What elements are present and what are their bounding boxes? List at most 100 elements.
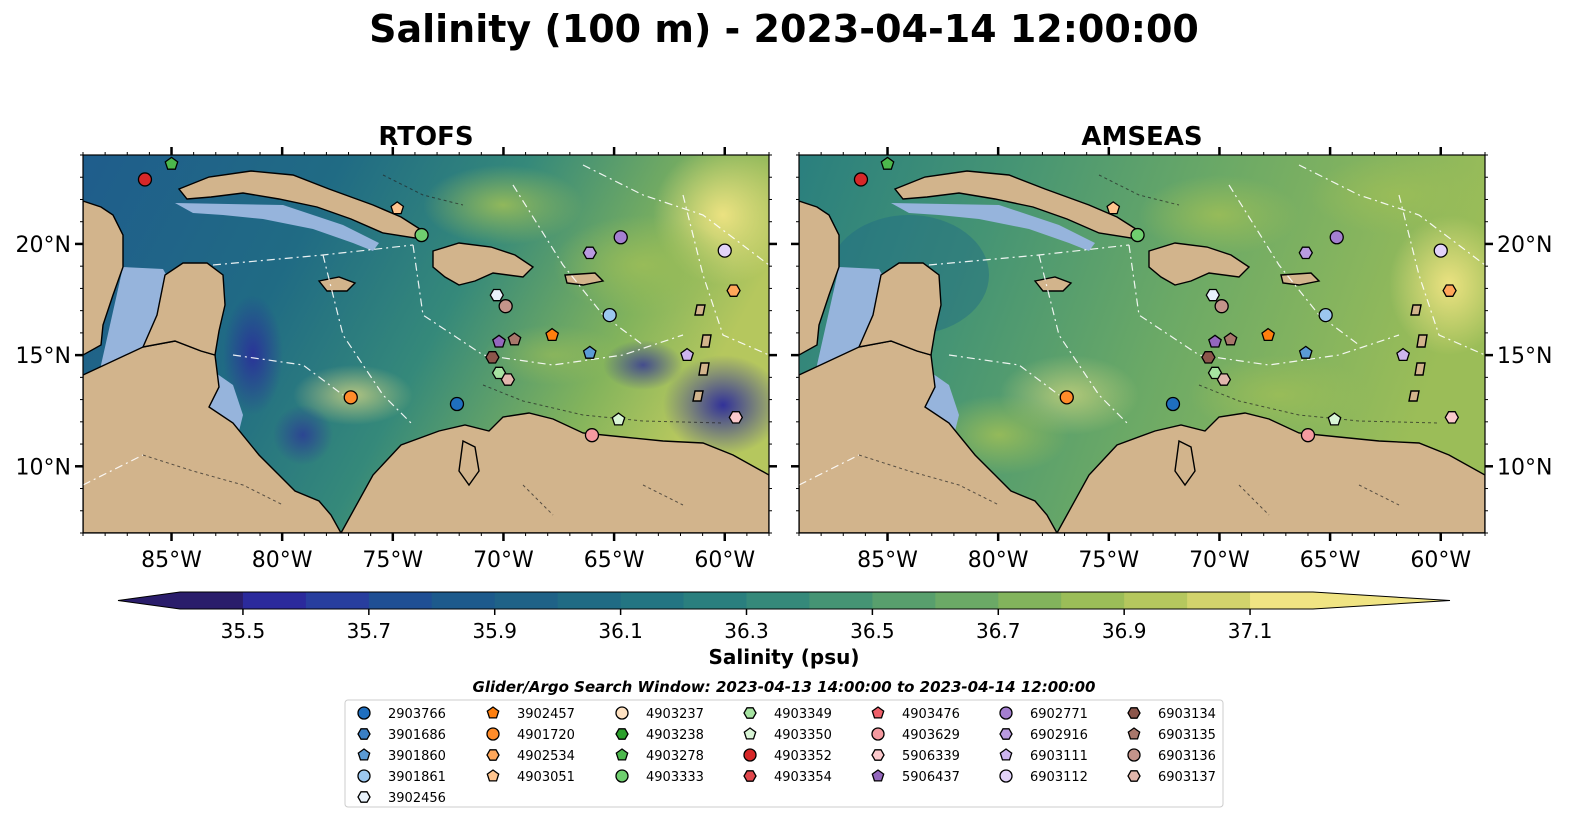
legend-marker-4903352 <box>743 748 757 762</box>
legend-marker-4903350 <box>743 727 757 740</box>
legend-label: 3901861 <box>388 770 446 785</box>
legend-marker-3902457 <box>486 706 500 719</box>
rtofs-float-4903350 <box>611 412 626 426</box>
colorbar-tick-label: 35.5 <box>221 619 266 643</box>
colorbar-tick-label: 36.7 <box>976 619 1021 643</box>
legend-label: 4903349 <box>774 707 832 722</box>
legend-marker-6903135 <box>1127 727 1141 740</box>
colorbar-segment <box>1061 592 1125 609</box>
lat-tick-label: 15°N <box>16 344 71 369</box>
legend-marker-6903111 <box>999 748 1013 761</box>
legend-label: 4903333 <box>646 770 704 785</box>
rtofs-float-6903135 <box>507 332 522 346</box>
rtofs-float-5906437 <box>492 334 506 348</box>
legend-marker-4903349 <box>743 707 757 719</box>
rtofs-map-frame <box>82 154 770 534</box>
lon-tick-label: 75°W <box>362 548 423 573</box>
legend-marker-2903766 <box>357 706 371 720</box>
colorbar-segment <box>368 592 433 609</box>
amseas-float-3902457 <box>1261 327 1276 342</box>
colorbar-outline <box>117 591 1451 610</box>
legend-marker-4903354 <box>743 770 757 782</box>
legend-label: 6903134 <box>1158 707 1216 722</box>
rtofs-panel-title: RTOFS <box>378 122 473 152</box>
legend-marker-3902456 <box>357 791 371 803</box>
colorbar-segment <box>935 592 999 609</box>
lon-tick-label: 60°W <box>1410 548 1471 573</box>
rtofs-float-6902771 <box>613 230 628 245</box>
amseas-map-panel: AMSEAS <box>791 122 1552 573</box>
salinity-colorbar: 35.5 35.7 35.9 36.1 36.3 36.5 36.7 36.9 37.1 <box>117 591 1451 643</box>
legend-marker-4903476 <box>871 706 885 719</box>
legend-label: 3902457 <box>517 707 575 722</box>
colorbar-tick-label: 36.5 <box>850 619 895 643</box>
legend-marker-6903136 <box>1127 748 1141 762</box>
amseas-float-6903111 <box>1396 347 1411 362</box>
legend-marker-4903051 <box>486 769 500 782</box>
colorbar-tick-label: 35.9 <box>472 619 517 643</box>
amseas-float-6903112 <box>1433 243 1448 258</box>
legend-label: 4903278 <box>646 749 704 764</box>
rtofs-float-4902534 <box>726 284 741 297</box>
lon-tick-label: 70°W <box>1189 548 1250 573</box>
colorbar-extend-min <box>118 592 180 609</box>
legend-label: 6903137 <box>1158 770 1216 785</box>
amseas-panel-title: AMSEAS <box>1081 122 1202 152</box>
lat-tick-label: 10°N <box>16 455 71 480</box>
legend-label: 5906437 <box>902 770 960 785</box>
amseas-float-6903136 <box>1214 299 1229 314</box>
rtofs-float-4903051 <box>390 201 405 215</box>
legend-marker-3901686 <box>357 728 371 740</box>
rtofs-float-3902456 <box>489 288 505 302</box>
legend-label: 6903112 <box>1030 770 1088 785</box>
amseas-float-3901861 <box>1318 307 1333 323</box>
legend-marker-6902916 <box>999 728 1013 740</box>
legend-label: 6902771 <box>1030 707 1088 722</box>
rtofs-float-4903629 <box>584 428 600 443</box>
legend-label: 4903051 <box>517 770 575 785</box>
legend-label: 4903354 <box>774 770 832 785</box>
legend-marker-4903333 <box>615 769 629 783</box>
amseas-float-3901860 <box>1298 345 1313 359</box>
rtofs-float-6903112 <box>717 243 732 258</box>
lon-tick-label: 80°W <box>252 548 313 573</box>
colorbar-tick-label: 37.1 <box>1228 619 1273 643</box>
legend-label: 6903111 <box>1030 749 1088 764</box>
legend-marker-5906339 <box>871 749 885 761</box>
colorbar-segment <box>305 592 370 609</box>
lat-tick-label: 10°N <box>1497 455 1552 480</box>
legend-marker-6903112 <box>999 769 1013 783</box>
colorbar-segment <box>431 592 496 609</box>
rtofs-float-3901861 <box>602 307 617 323</box>
colorbar-segment <box>746 592 811 609</box>
colorbar-segment <box>809 592 873 609</box>
amseas-float-4903350 <box>1327 412 1342 426</box>
lon-tick-label: 85°W <box>141 548 202 573</box>
amseas-float-4902534 <box>1442 284 1457 297</box>
colorbar-segment <box>1124 592 1188 609</box>
amseas-float-3902456 <box>1205 288 1221 302</box>
amseas-float-markers <box>853 156 1460 443</box>
rtofs-float-4901720 <box>343 390 358 405</box>
legend-marker-3901861 <box>357 769 371 783</box>
colorbar-segment <box>683 592 748 609</box>
rtofs-float-3901860 <box>582 345 597 359</box>
colorbar-segment <box>557 592 622 609</box>
rtofs-float-3902457 <box>545 327 560 342</box>
lon-tick-label: 75°W <box>1078 548 1139 573</box>
legend-marker-3901860 <box>357 748 371 761</box>
legend-marker-4903238 <box>615 728 629 740</box>
amseas-float-6903137 <box>1216 373 1232 386</box>
legend-label: 4903237 <box>646 707 704 722</box>
lon-tick-label: 60°W <box>694 548 755 573</box>
amseas-float-2903766 <box>1165 396 1181 412</box>
legend-marker-4901720 <box>486 727 500 741</box>
colorbar-tick-label: 35.7 <box>347 619 392 643</box>
colorbar-segment <box>180 592 244 609</box>
legend-label: 3901860 <box>388 749 446 764</box>
legend-marker-5906437 <box>871 769 885 782</box>
amseas-float-5906437 <box>1208 334 1222 348</box>
legend-label: 4903476 <box>902 707 960 722</box>
amseas-float-4903352 <box>853 172 869 187</box>
lat-tick-label: 15°N <box>1497 344 1552 369</box>
